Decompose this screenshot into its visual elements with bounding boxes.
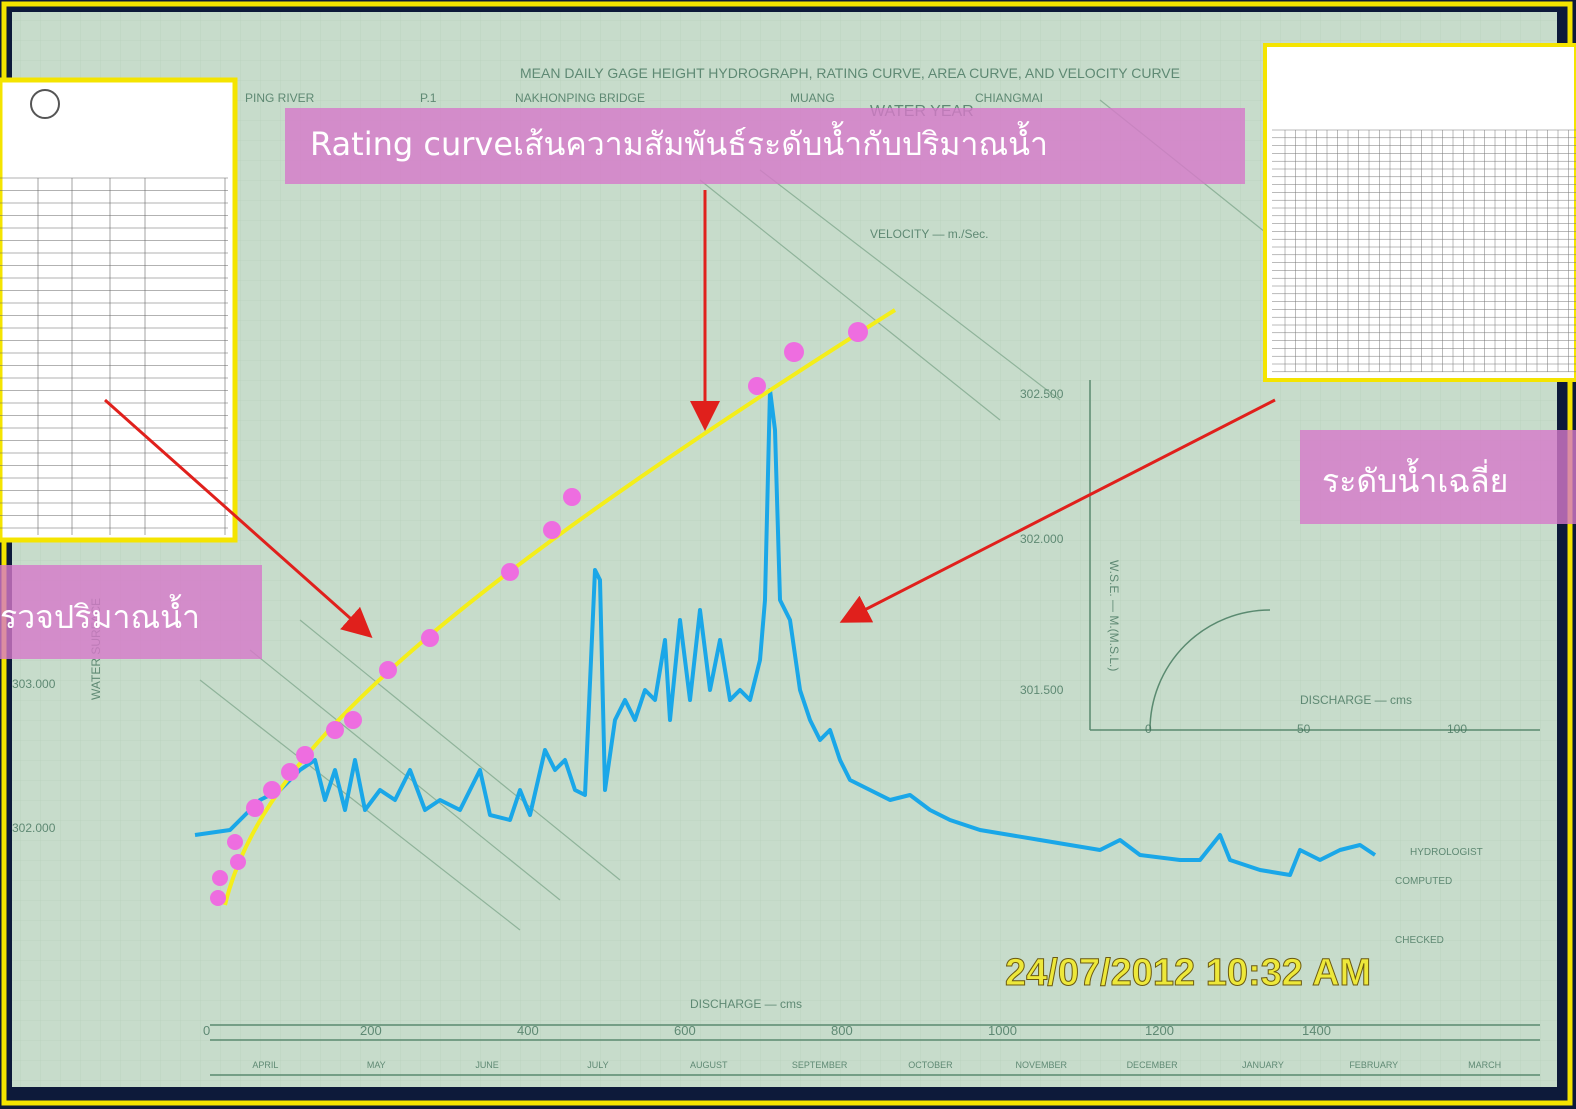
x-tick-label: 1000 — [988, 1023, 1017, 1038]
y-tick-label: 303.000 — [12, 677, 56, 691]
x-tick-label: 800 — [831, 1023, 853, 1038]
y-tick-label: 302.000 — [12, 821, 56, 835]
inset-y-axis-label: W.S.E. — M.(M.S.L.) — [1107, 560, 1121, 671]
slide: MEAN DAILY GAGE HEIGHT HYDROGRAPH, RATIN… — [0, 0, 1576, 1109]
district: MUANG — [790, 91, 835, 105]
hydrologist: HYDROLOGIST — [1410, 847, 1483, 858]
month-label: JUNE — [475, 1060, 499, 1070]
velocity-label: VELOCITY — m./Sec. — [870, 227, 988, 241]
month-label: SEPTEMBER — [792, 1060, 848, 1070]
month-label: NOVEMBER — [1015, 1060, 1067, 1070]
inset-x-tick: 100 — [1447, 722, 1467, 736]
computed: COMPUTED — [1395, 876, 1452, 887]
river: PING RIVER — [245, 91, 315, 105]
month-label: DECEMBER — [1127, 1060, 1179, 1070]
photo-title: MEAN DAILY GAGE HEIGHT HYDROGRAPH, RATIN… — [520, 65, 1180, 81]
x-axis-label: DISCHARGE — cms — [690, 997, 802, 1011]
inset-y-label: 302.000 — [1020, 532, 1064, 546]
month-label: FEBRUARY — [1349, 1060, 1398, 1070]
month-label: MARCH — [1468, 1060, 1501, 1070]
inset-x-tick: 0 — [1145, 722, 1152, 736]
month-label: JANUARY — [1242, 1060, 1284, 1070]
x-tick-label: 400 — [517, 1023, 539, 1038]
inset-y-label: 301.500 — [1020, 683, 1064, 697]
x-tick-label: 600 — [674, 1023, 696, 1038]
page: MEAN DAILY GAGE HEIGHT HYDROGRAPH, RATIN… — [0, 0, 1576, 1109]
station: P.1 — [420, 91, 437, 105]
province: CHIANGMAI — [975, 91, 1043, 105]
month-label: MAY — [367, 1060, 386, 1070]
discharge-survey-label: รวจปริมาณน้ำ — [0, 594, 200, 636]
x-tick-label: 1400 — [1302, 1023, 1331, 1038]
month-label: JULY — [587, 1060, 608, 1070]
location: NAKHONPING BRIDGE — [515, 91, 645, 105]
table-right — [1265, 45, 1576, 380]
inset-y-label: 302.500 — [1020, 387, 1064, 401]
x-tick-label: 200 — [360, 1023, 382, 1038]
timestamp: 24/07/2012 10:32 AM — [1005, 952, 1371, 994]
average-level-label: ระดับน้ำเฉลี่ย — [1322, 458, 1508, 500]
month-label: APRIL — [252, 1060, 278, 1070]
x-tick-label: 0 — [203, 1023, 210, 1038]
inset-x-tick: 50 — [1297, 722, 1311, 736]
table-left — [0, 80, 235, 540]
inset-x-label: DISCHARGE — cms — [1300, 693, 1412, 707]
rating-curve-label: Rating curveเส้นความสัมพันธ์ระดับน้ำกับป… — [310, 121, 1048, 163]
x-tick-label: 1200 — [1145, 1023, 1174, 1038]
month-label: OCTOBER — [908, 1060, 953, 1070]
month-label: AUGUST — [690, 1060, 728, 1070]
checked: CHECKED — [1395, 935, 1444, 946]
